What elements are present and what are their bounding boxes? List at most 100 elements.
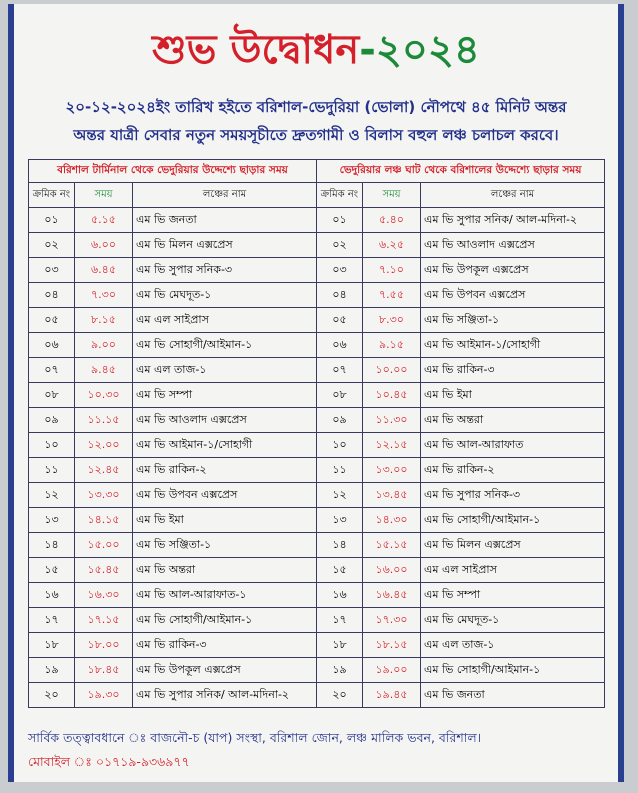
title-year: -২০২৪ bbox=[359, 27, 480, 73]
launch-name-cell: এম ভি সোহাগী/আইমান-১ bbox=[419, 507, 606, 533]
title-main: শুভ উদ্বোধন bbox=[152, 27, 360, 73]
serial-cell: ১২ bbox=[316, 482, 363, 508]
time-cell: ১৬.৩০ bbox=[74, 582, 133, 608]
launch-name-cell: এম ভি মেঘদূত-১ bbox=[419, 607, 606, 633]
launch-name-cell: এম ভি সোহাগী/আইমান-১ bbox=[132, 332, 317, 358]
time-cell: ১১.৩০ bbox=[362, 407, 421, 433]
launch-name-cell: এম ভি মিলন এক্সপ্রেস bbox=[419, 532, 606, 558]
serial-cell: ০৫ bbox=[28, 307, 75, 333]
table-row: ১২ ১৩.৩০ এম ভি উপবন এক্সপ্রেস ১২ ১৩.৪৫ এম ভি … bbox=[28, 482, 606, 508]
serial-cell: ০৭ bbox=[28, 357, 75, 383]
serial-cell: ১৩ bbox=[316, 507, 363, 533]
column-header: লঞ্চের নাম bbox=[419, 182, 606, 208]
time-cell: ১৩.০০ bbox=[362, 457, 421, 483]
serial-cell: ১৭ bbox=[28, 607, 75, 633]
launch-name-cell: এম এল সাইপ্রাস bbox=[419, 557, 606, 583]
banner: শুভ উদ্বোধন-২০২৪ ২০-১২-২০২৪ইং তারিখ হইতে… bbox=[8, 4, 624, 782]
launch-name-cell: এম ভি সম্পা bbox=[419, 582, 606, 608]
serial-cell: ২০ bbox=[28, 682, 75, 708]
time-cell: ১৮.৪৫ bbox=[74, 657, 133, 683]
time-cell: ১২.০০ bbox=[74, 432, 133, 458]
serial-cell: ০১ bbox=[28, 207, 75, 233]
table-row: ০১ ৫.১৫ এম ভি জনতা ০১ ৫.৪০ এম ভি সুপার সনিক/ … bbox=[28, 207, 606, 233]
launch-name-cell: এম ভি সুপার সনিক-৩ bbox=[419, 482, 606, 508]
serial-cell: ১৮ bbox=[316, 632, 363, 658]
launch-name-cell: এম ভি মিলন এক্সপ্রেস bbox=[132, 232, 317, 258]
time-cell: ৭.৩০ bbox=[74, 282, 133, 308]
table-row: ১৮ ১৮.০০ এম ভি রাকিন-৩ ১৮ ১৮.১৫ এম এল তাজ-১ bbox=[28, 632, 606, 658]
launch-name-cell: এম ভি অন্তরা bbox=[132, 557, 317, 583]
launch-name-cell: এম ভি আল-আরাফাত-১ bbox=[132, 582, 317, 608]
intro-line: অন্তর যাত্রী সেবার নতুন সময়সূচীতে দ্রুত… bbox=[73, 126, 559, 144]
time-cell: ১১.১৫ bbox=[74, 407, 133, 433]
serial-cell: ১৪ bbox=[316, 532, 363, 558]
column-row: ক্রমিক নং সময় লঞ্চের নাম ক্রমিক নং সময় লঞ্চ… bbox=[28, 182, 606, 208]
launch-name-cell: এম ভি সঞ্জিতা-১ bbox=[419, 307, 606, 333]
time-cell: ১০.০০ bbox=[362, 357, 421, 383]
launch-name-cell: এম ভি আইমান-১/সোহাগী bbox=[132, 432, 317, 458]
column-header: ক্রমিক নং bbox=[316, 182, 363, 208]
launch-name-cell: এম ভি মেঘদূত-১ bbox=[132, 282, 317, 308]
launch-name-cell: এম ভি উপকূল এক্সপ্রেস bbox=[132, 657, 317, 683]
time-cell: ১০.৪৫ bbox=[362, 382, 421, 408]
footer-supervision: সার্বিক তত্ত্বাবধানে ঃ বাজনৌ-চ (যাপ) সংস… bbox=[28, 730, 482, 745]
serial-cell: ০৬ bbox=[28, 332, 75, 358]
time-cell: ৬.০০ bbox=[74, 232, 133, 258]
serial-cell: ০৩ bbox=[28, 257, 75, 283]
time-cell: ৫.৪০ bbox=[362, 207, 421, 233]
serial-cell: ০৯ bbox=[316, 407, 363, 433]
serial-cell: ১০ bbox=[316, 432, 363, 458]
serial-cell: ২০ bbox=[316, 682, 363, 708]
table-row: ১৩ ১৪.১৫ এম ভি ইমা ১৩ ১৪.৩০ এম ভি সোহাগী/আইমা… bbox=[28, 507, 606, 533]
table-row: ০৬ ৯.০০ এম ভি সোহাগী/আইমান-১ ০৬ ৯.১৫ এম ভি আই… bbox=[28, 332, 606, 358]
time-cell: ৭.৫৫ bbox=[362, 282, 421, 308]
launch-name-cell: এম ভি সম্পা bbox=[132, 382, 317, 408]
launch-name-cell: এম এল তাজ-১ bbox=[419, 632, 606, 658]
launch-name-cell: এম ভি সুপার সনিক/ আল-মদিনা-২ bbox=[419, 207, 606, 233]
intro-line: ২০-১২-২০২৪ইং তারিখ হইতে বরিশাল-ভেদুরিয়া… bbox=[65, 98, 567, 116]
launch-name-cell: এম ভি সুপার সনিক/ আল-মদিনা-২ bbox=[132, 682, 317, 708]
table-row: ১৫ ১৫.৪৫ এম ভি অন্তরা ১৫ ১৬.০০ এম এল সাইপ্রাস bbox=[28, 557, 606, 583]
serial-cell: ০৪ bbox=[28, 282, 75, 308]
time-cell: ১৩.৪৫ bbox=[362, 482, 421, 508]
launch-name-cell: এম ভি সঞ্জিতা-১ bbox=[132, 532, 317, 558]
time-cell: ৮.৩০ bbox=[362, 307, 421, 333]
launch-name-cell: এম ভি রাকিন-৩ bbox=[132, 632, 317, 658]
table-row: ১৬ ১৬.৩০ এম ভি আল-আরাফাত-১ ১৬ ১৬.৪৫ এম ভি সম্… bbox=[28, 582, 606, 608]
time-cell: ১৯.৩০ bbox=[74, 682, 133, 708]
time-cell: ৬.২৫ bbox=[362, 232, 421, 258]
table-row: ০৫ ৮.১৫ এম এল সাইপ্রাস ০৫ ৮.৩০ এম ভি সঞ্জিতা-… bbox=[28, 307, 606, 333]
time-cell: ১৪.৩০ bbox=[362, 507, 421, 533]
serial-cell: ১১ bbox=[28, 457, 75, 483]
launch-name-cell: এম ভি উপবন এক্সপ্রেস bbox=[419, 282, 606, 308]
serial-cell: ০৪ bbox=[316, 282, 363, 308]
launch-name-cell: এম ভি সোহাগী/আইমান-১ bbox=[132, 607, 317, 633]
time-cell: ১৬.৪৫ bbox=[362, 582, 421, 608]
serial-cell: ০৩ bbox=[316, 257, 363, 283]
serial-cell: ০৬ bbox=[316, 332, 363, 358]
time-cell: ১৫.১৫ bbox=[362, 532, 421, 558]
serial-cell: ১৯ bbox=[316, 657, 363, 683]
serial-cell: ১৭ bbox=[316, 607, 363, 633]
time-cell: ১৮.০০ bbox=[74, 632, 133, 658]
section-header: ভেদুরিয়ার লঞ্চ ঘাট থেকে বরিশালের উদ্দেশ… bbox=[315, 159, 606, 183]
footer-mobile: মোবাইল ঃ ০১৭১৯-৯৩৬৯৭৭ bbox=[28, 754, 190, 769]
serial-cell: ১৫ bbox=[28, 557, 75, 583]
serial-cell: ১৪ bbox=[28, 532, 75, 558]
table-row: ১৭ ১৭.১৫ এম ভি সোহাগী/আইমান-১ ১৭ ১৭.৩০ এম ভি … bbox=[28, 607, 606, 633]
table-row: ০৭ ৯.৪৫ এম এল তাজ-১ ০৭ ১০.০০ এম ভি রাকিন-৩ bbox=[28, 357, 606, 383]
launch-name-cell: এম ভি আইমান-১/সোহাগী bbox=[419, 332, 606, 358]
time-cell: ১২.৪৫ bbox=[74, 457, 133, 483]
serial-cell: ০৮ bbox=[28, 382, 75, 408]
table-row: ০৪ ৭.৩০ এম ভি মেঘদূত-১ ০৪ ৭.৫৫ এম ভি উপবন এক্… bbox=[28, 282, 606, 308]
launch-name-cell: এম ভি অন্তরা bbox=[419, 407, 606, 433]
time-cell: ১৭.৩০ bbox=[362, 607, 421, 633]
time-cell: ৮.১৫ bbox=[74, 307, 133, 333]
column-header: সময় bbox=[362, 182, 421, 208]
table-row: ২০ ১৯.৩০ এম ভি সুপার সনিক/ আল-মদিনা-২ ২০ ১৯.… bbox=[28, 682, 606, 708]
launch-name-cell: এম ভি রাকিন-২ bbox=[419, 457, 606, 483]
table-row: ০৮ ১০.৩০ এম ভি সম্পা ০৮ ১০.৪৫ এম ভি ইমা bbox=[28, 382, 606, 408]
launch-name-cell: এম ভি জনতা bbox=[419, 682, 606, 708]
table-head: বরিশাল টার্মিনাল থেকে ভেদুরিয়ার উদ্দেশ্… bbox=[28, 159, 606, 208]
time-cell: ৯.৪৫ bbox=[74, 357, 133, 383]
